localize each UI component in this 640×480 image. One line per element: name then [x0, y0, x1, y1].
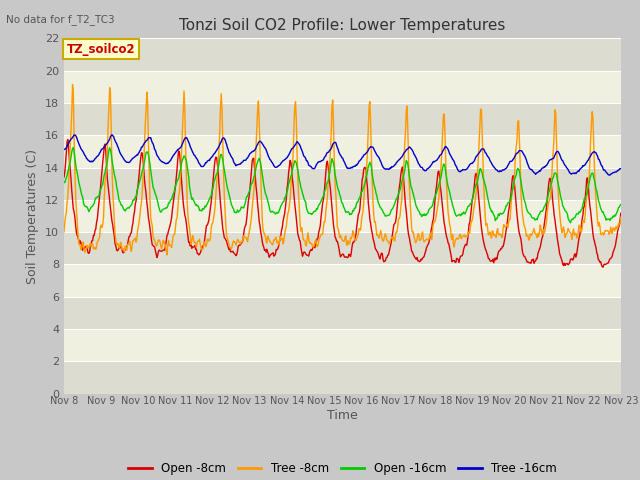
Text: TZ_soilco2: TZ_soilco2: [67, 43, 136, 56]
Y-axis label: Soil Temperatures (C): Soil Temperatures (C): [26, 148, 39, 284]
Bar: [64, 264, 621, 297]
Bar: [64, 297, 621, 329]
Bar: [64, 38, 621, 71]
Bar: [64, 329, 621, 361]
Bar: [64, 71, 621, 103]
Bar: [64, 168, 621, 200]
Bar: [64, 361, 621, 394]
Bar: [64, 200, 621, 232]
X-axis label: Time: Time: [327, 409, 358, 422]
Bar: [64, 103, 621, 135]
Title: Tonzi Soil CO2 Profile: Lower Temperatures: Tonzi Soil CO2 Profile: Lower Temperatur…: [179, 18, 506, 33]
Text: No data for f_T2_TC3: No data for f_T2_TC3: [6, 14, 115, 25]
Bar: [64, 135, 621, 168]
Bar: [64, 232, 621, 264]
Legend: Open -8cm, Tree -8cm, Open -16cm, Tree -16cm: Open -8cm, Tree -8cm, Open -16cm, Tree -…: [124, 457, 561, 480]
